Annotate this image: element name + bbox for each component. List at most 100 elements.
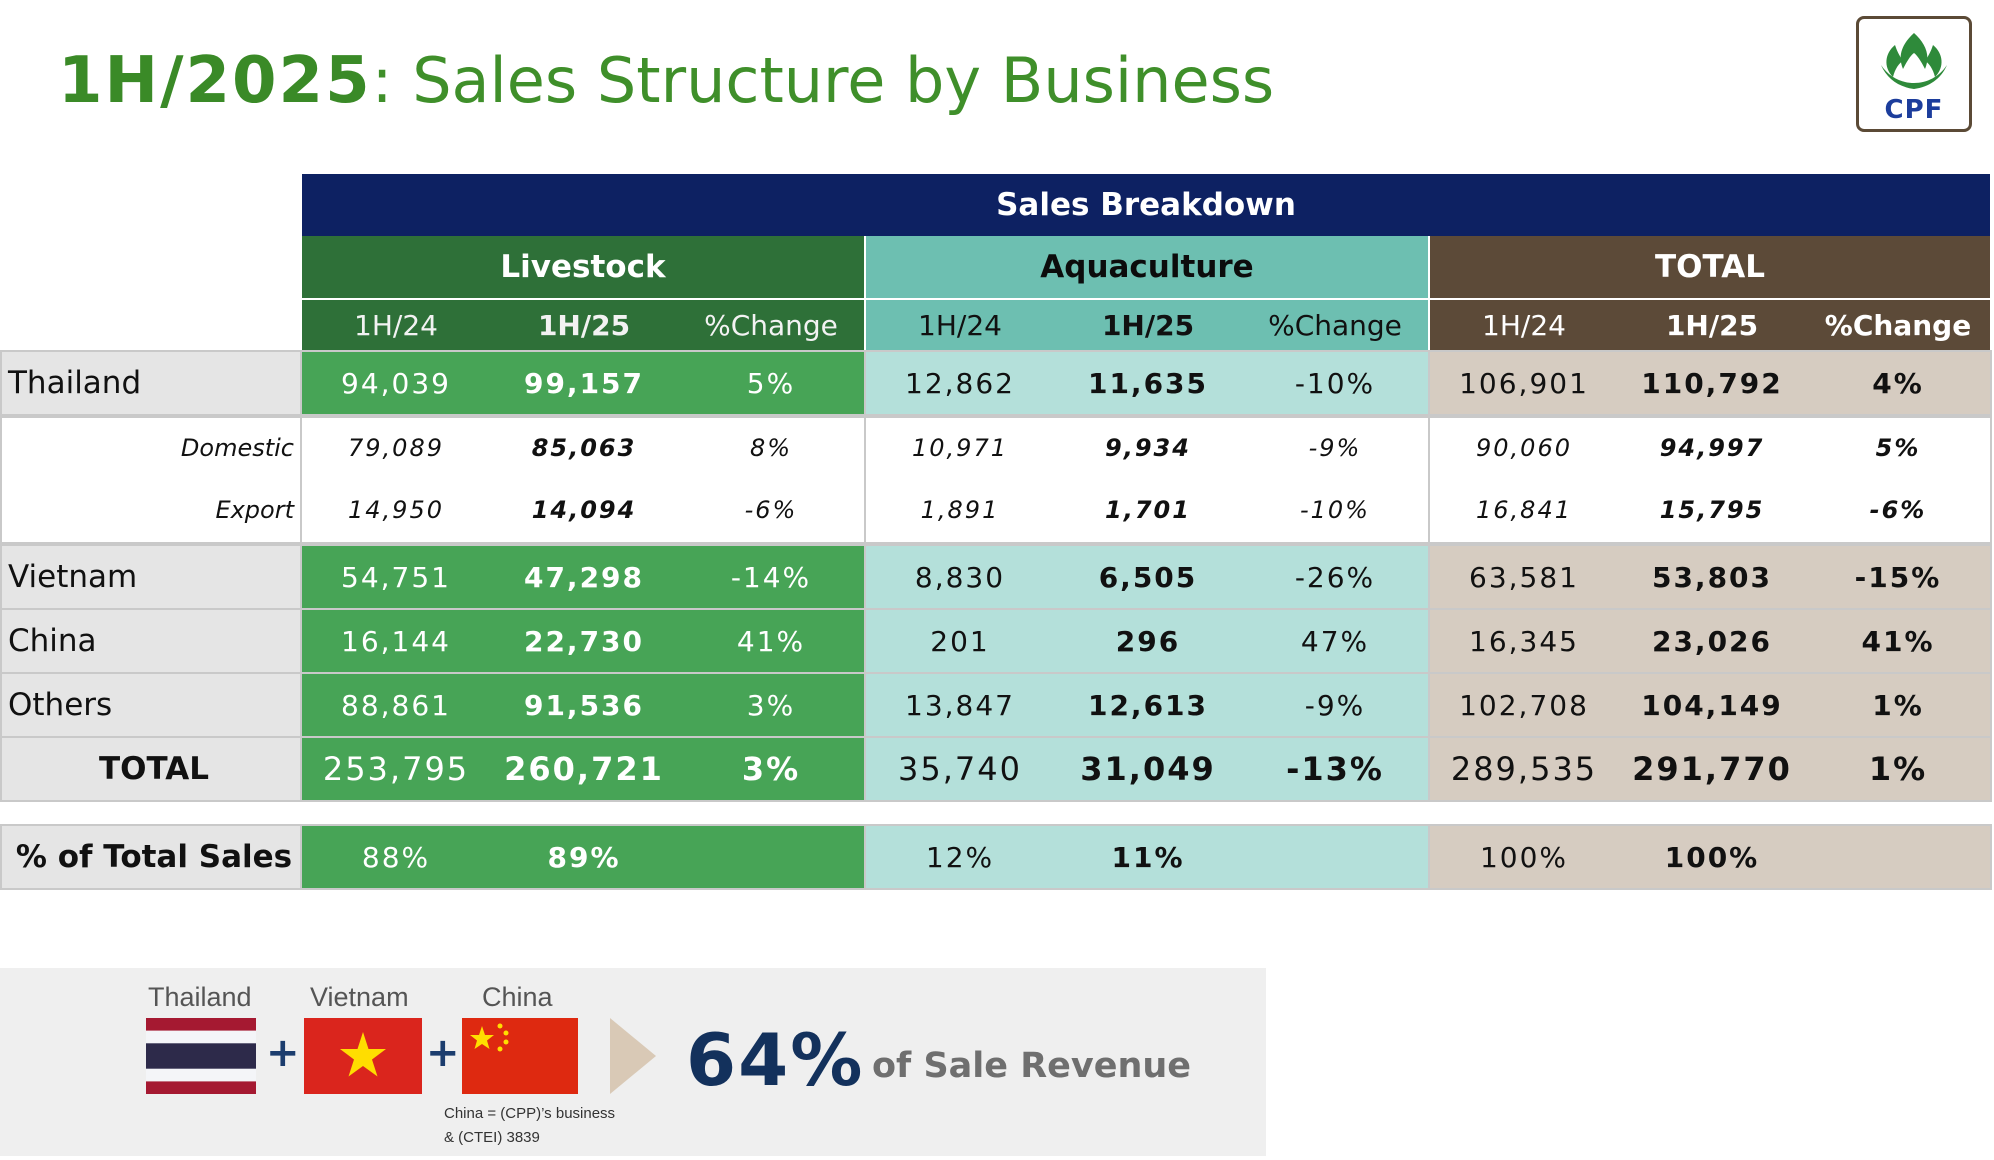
- cell-total-4: 31,049: [1080, 750, 1216, 788]
- row-label-vietnam: Vietnam: [0, 546, 300, 608]
- cell-vietnam-7: 53,803: [1651, 560, 1773, 594]
- row-bg-share-2: [1430, 826, 1990, 888]
- livestock-sub-1h24: 1H/24: [302, 300, 490, 350]
- cell-domestic-0: 79,089: [348, 434, 444, 462]
- cell-total-5: -13%: [1286, 750, 1384, 788]
- row-separator-1: [0, 414, 1992, 416]
- china-footnote-line1: China = (CPP)’s business: [444, 1105, 616, 1122]
- cell-total-1: 260,721: [504, 750, 664, 788]
- cell-share-2: [678, 826, 864, 888]
- row-separator-5: [0, 736, 1992, 738]
- col-separator-share-1: [300, 824, 302, 890]
- cell-others-4: 12,613: [1087, 688, 1209, 722]
- cell-others-2: 3%: [746, 688, 796, 722]
- col-separator-1: [300, 350, 302, 802]
- sales-breakdown-header: Sales Breakdown: [302, 174, 1990, 236]
- cell-others-0: 88,861: [341, 688, 451, 722]
- row-bg-china-1: [866, 610, 1428, 672]
- row-bg-others-2: [1430, 674, 1990, 736]
- cell-domestic-2: 8%: [749, 434, 793, 462]
- cell-china-1: 22,730: [523, 624, 645, 658]
- cell-others-1: 91,536: [523, 688, 645, 722]
- livestock-sub-1h25: 1H/25: [490, 300, 678, 350]
- cell-thailand-4: 11,635: [1087, 366, 1209, 400]
- cell-thailand-5: -10%: [1294, 366, 1376, 400]
- page-title-text: : Sales Structure by Business: [371, 44, 1275, 117]
- cell-share-6: 100%: [1479, 840, 1569, 874]
- cell-vietnam-3: 8,830: [914, 560, 1006, 594]
- cell-domestic-8: 5%: [1875, 434, 1921, 462]
- cell-domestic-3: 10,971: [912, 434, 1008, 462]
- cell-share-8: [1806, 826, 1990, 888]
- row-bg-vietnam-2: [1430, 546, 1990, 608]
- cell-vietnam-5: -26%: [1294, 560, 1376, 594]
- cell-export-7: 15,795: [1659, 496, 1765, 524]
- aqua-sub-1h25: 1H/25: [1054, 300, 1242, 350]
- row-label-china: China: [0, 610, 300, 672]
- total-sub-change: %Change: [1806, 300, 1990, 350]
- cell-vietnam-1: 47,298: [523, 560, 645, 594]
- row-label-export: Export: [215, 496, 294, 524]
- cell-thailand-7: 110,792: [1641, 366, 1783, 400]
- cell-domestic-7: 94,997: [1659, 434, 1765, 462]
- row-bg-total-0: [302, 738, 864, 800]
- cell-total-2: 3%: [741, 750, 801, 788]
- row-label-share: % of Total Sales: [0, 826, 300, 888]
- page-title: 1H/2025: Sales Structure by Business: [58, 44, 1274, 118]
- col-separator-share-4: [1990, 824, 1992, 890]
- row-bg-china-2: [1430, 610, 1990, 672]
- livestock-sub-change: %Change: [678, 300, 864, 350]
- cell-thailand-6: 106,901: [1459, 366, 1589, 400]
- row-separator-3: [0, 608, 1992, 610]
- cell-vietnam-0: 54,751: [341, 560, 451, 594]
- row-bg-total-1: [866, 738, 1428, 800]
- total-sub-1h25: 1H/25: [1618, 300, 1806, 350]
- cell-export-8: -6%: [1869, 496, 1927, 524]
- cell-total-6: 289,535: [1450, 750, 1598, 788]
- flag-label-thailand: Thailand: [148, 982, 252, 1012]
- cell-china-3: 201: [930, 624, 990, 658]
- vietnam-flag-icon: [304, 1018, 422, 1094]
- logo-text: CPF: [1884, 95, 1944, 125]
- china-flag-icon: [462, 1018, 578, 1094]
- revenue-share-text: of Sale Revenue: [872, 1046, 1192, 1086]
- cell-others-8: 1%: [1872, 688, 1924, 722]
- row-bg-thailand-1: [866, 352, 1428, 414]
- row-bg-vietnam-0: [302, 546, 864, 608]
- cell-others-7: 104,149: [1641, 688, 1783, 722]
- cell-china-5: 47%: [1300, 624, 1370, 658]
- row-label-domestic: Domestic: [180, 434, 294, 462]
- livestock-header: Livestock: [302, 236, 864, 298]
- cell-thailand-1: 99,157: [523, 366, 645, 400]
- cell-share-1: 89%: [547, 840, 621, 874]
- row-bg-share-1: [866, 826, 1428, 888]
- cell-china-7: 23,026: [1651, 624, 1773, 658]
- thailand-flag-icon: [146, 1018, 256, 1094]
- cell-china-4: 296: [1115, 624, 1181, 658]
- row-bg-total-2: [1430, 738, 1990, 800]
- aquaculture-header: Aquaculture: [866, 236, 1428, 298]
- row-bg-china-0: [302, 610, 864, 672]
- cell-share-7: 100%: [1664, 840, 1760, 874]
- cell-vietnam-6: 63,581: [1469, 560, 1579, 594]
- cpf-emblem-icon: [1881, 33, 1947, 89]
- col-separator-share-2: [864, 824, 866, 890]
- cell-domestic-6: 90,060: [1476, 434, 1572, 462]
- cell-share-0: 88%: [361, 840, 431, 874]
- row-separator-7: [0, 824, 1992, 826]
- cell-export-4: 1,701: [1105, 496, 1191, 524]
- row-separator-2: [0, 544, 1992, 546]
- china-footnote-line2: & (CTEI) 3839: [444, 1129, 540, 1146]
- total-sub-1h24: 1H/24: [1430, 300, 1618, 350]
- aqua-sub-1h24: 1H/24: [866, 300, 1054, 350]
- col-separator-share-3: [1428, 824, 1430, 890]
- cell-china-8: 41%: [1861, 624, 1935, 658]
- china-footnote: China = (CPP)’s business & (CTEI) 3839: [444, 1102, 615, 1150]
- total-segment-header: TOTAL: [1430, 236, 1990, 298]
- cell-china-6: 16,345: [1469, 624, 1579, 658]
- cell-total-7: 291,770: [1632, 750, 1792, 788]
- cell-thailand-2: 5%: [746, 366, 796, 400]
- cell-export-0: 14,950: [348, 496, 444, 524]
- cell-share-3: 12%: [925, 840, 995, 874]
- cell-vietnam-2: -14%: [730, 560, 812, 594]
